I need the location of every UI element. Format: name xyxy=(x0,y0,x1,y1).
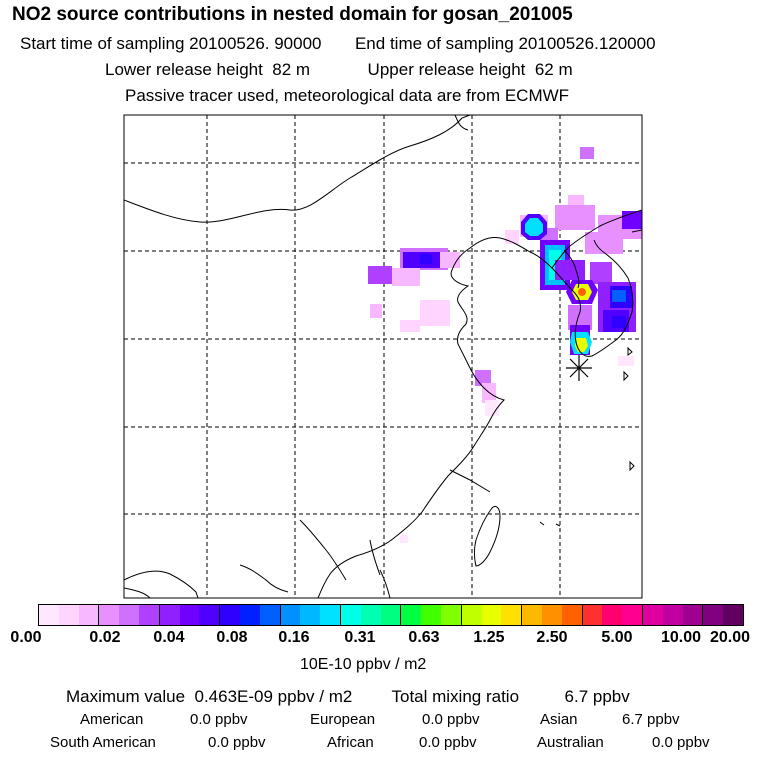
max-label: Maximum value xyxy=(66,687,186,706)
european-label: European xyxy=(310,711,376,728)
colorbar-units: 10E-10 ppbv / m2 xyxy=(300,656,427,673)
colorbar-swatch xyxy=(461,605,482,625)
australian-value: 0.0 ppbv xyxy=(652,734,710,751)
colorbar-swatch xyxy=(401,605,422,625)
african-label: African xyxy=(327,734,374,751)
map-panel xyxy=(123,114,643,599)
start-value: 20100526. 90000 xyxy=(189,34,322,53)
colorbar-swatch xyxy=(602,605,623,625)
colorbar-swatch xyxy=(78,605,100,625)
end-label: End time of sampling xyxy=(354,34,514,53)
colorbar-tick: 5.00 xyxy=(601,629,633,646)
colorbar-swatch xyxy=(58,605,79,625)
colorbar-tick: 10.00 xyxy=(660,629,702,646)
colorbar-swatch xyxy=(220,605,240,625)
max-value: 0.463E-09 ppbv / m2 xyxy=(194,687,353,706)
american-label: American xyxy=(80,711,144,728)
african-value: 0.0 ppbv xyxy=(419,734,477,751)
colorbar-swatch xyxy=(159,605,180,625)
colorbar-swatch xyxy=(179,605,200,625)
end-value: 20100526.120000 xyxy=(518,34,656,53)
colorbar-tick: 0.08 xyxy=(216,629,248,646)
maximum-summary: Maximum value 0.463E-09 ppbv / m2 Total … xyxy=(66,687,630,707)
plume-cells xyxy=(368,147,642,543)
lower-label: Lower release height xyxy=(105,60,263,79)
total-value: 6.7 ppbv xyxy=(564,687,630,706)
colorbar-tick: 20.00 xyxy=(709,629,751,646)
lower-value: 82 m xyxy=(272,60,311,79)
colorbar-swatch xyxy=(501,605,523,625)
colorbar-swatch xyxy=(622,605,643,625)
receptor-marker xyxy=(566,355,592,381)
colorbar-swatch xyxy=(360,605,381,625)
colorbar-swatch xyxy=(440,605,462,625)
colorbar-tick: 0.16 xyxy=(278,629,310,646)
colorbar-swatch xyxy=(119,605,139,625)
colorbar-tick: 0.31 xyxy=(344,629,376,646)
colorbar-swatch xyxy=(481,605,502,625)
colorbar-swatch xyxy=(380,605,402,625)
colorbar-swatch xyxy=(642,605,663,625)
colorbar xyxy=(38,604,744,626)
colorbar-swatch xyxy=(138,605,160,625)
release-heights: Lower release height 82 m Upper release … xyxy=(105,60,573,80)
colorbar-swatch xyxy=(662,605,683,625)
colorbar-swatch xyxy=(340,605,361,625)
map-frame xyxy=(123,114,643,599)
colorbar-swatch xyxy=(522,605,542,625)
australian-label: Australian xyxy=(537,734,604,751)
colorbar-swatch xyxy=(421,605,441,625)
map-grid xyxy=(124,115,642,598)
sampling-times: Start time of sampling 20100526. 90000 E… xyxy=(20,34,656,54)
south-american-label: South American xyxy=(50,734,156,751)
american-value: 0.0 ppbv xyxy=(190,711,248,728)
colorbar-swatch xyxy=(300,605,321,625)
colorbar-tick: 0.63 xyxy=(408,629,440,646)
colorbar-tick: 0.02 xyxy=(89,629,121,646)
upper-label: Upper release height xyxy=(367,60,526,79)
european-value: 0.0 ppbv xyxy=(422,711,480,728)
colorbar-swatch xyxy=(239,605,260,625)
south-american-value: 0.0 ppbv xyxy=(208,734,266,751)
colorbar-swatch xyxy=(199,605,221,625)
colorbar-tick: 0.00 xyxy=(10,629,42,646)
colorbar-swatch xyxy=(723,605,743,625)
colorbar-swatch xyxy=(39,605,59,625)
start-label: Start time of sampling xyxy=(20,34,185,53)
colorbar-swatch xyxy=(99,605,120,625)
colorbar-swatch xyxy=(541,605,562,625)
colorbar-tick: 1.25 xyxy=(473,629,505,646)
colorbar-swatch xyxy=(280,605,301,625)
colorbar-tick: 2.50 xyxy=(536,629,568,646)
asian-label: Asian xyxy=(540,711,578,728)
colorbar-swatch xyxy=(259,605,281,625)
coastlines xyxy=(124,115,642,598)
colorbar-tick: 0.04 xyxy=(153,629,185,646)
plot-title: NO2 source contributions in nested domai… xyxy=(12,4,573,25)
upper-value: 62 m xyxy=(534,60,573,79)
colorbar-swatch xyxy=(582,605,603,625)
total-label: Total mixing ratio xyxy=(391,687,520,706)
colorbar-swatch xyxy=(703,605,724,625)
islands xyxy=(474,346,635,567)
tracer-note: Passive tracer used, meteorological data… xyxy=(125,86,570,105)
colorbar-swatch xyxy=(320,605,341,625)
asian-value: 6.7 ppbv xyxy=(622,711,680,728)
colorbar-swatch xyxy=(682,605,704,625)
colorbar-swatch xyxy=(561,605,583,625)
